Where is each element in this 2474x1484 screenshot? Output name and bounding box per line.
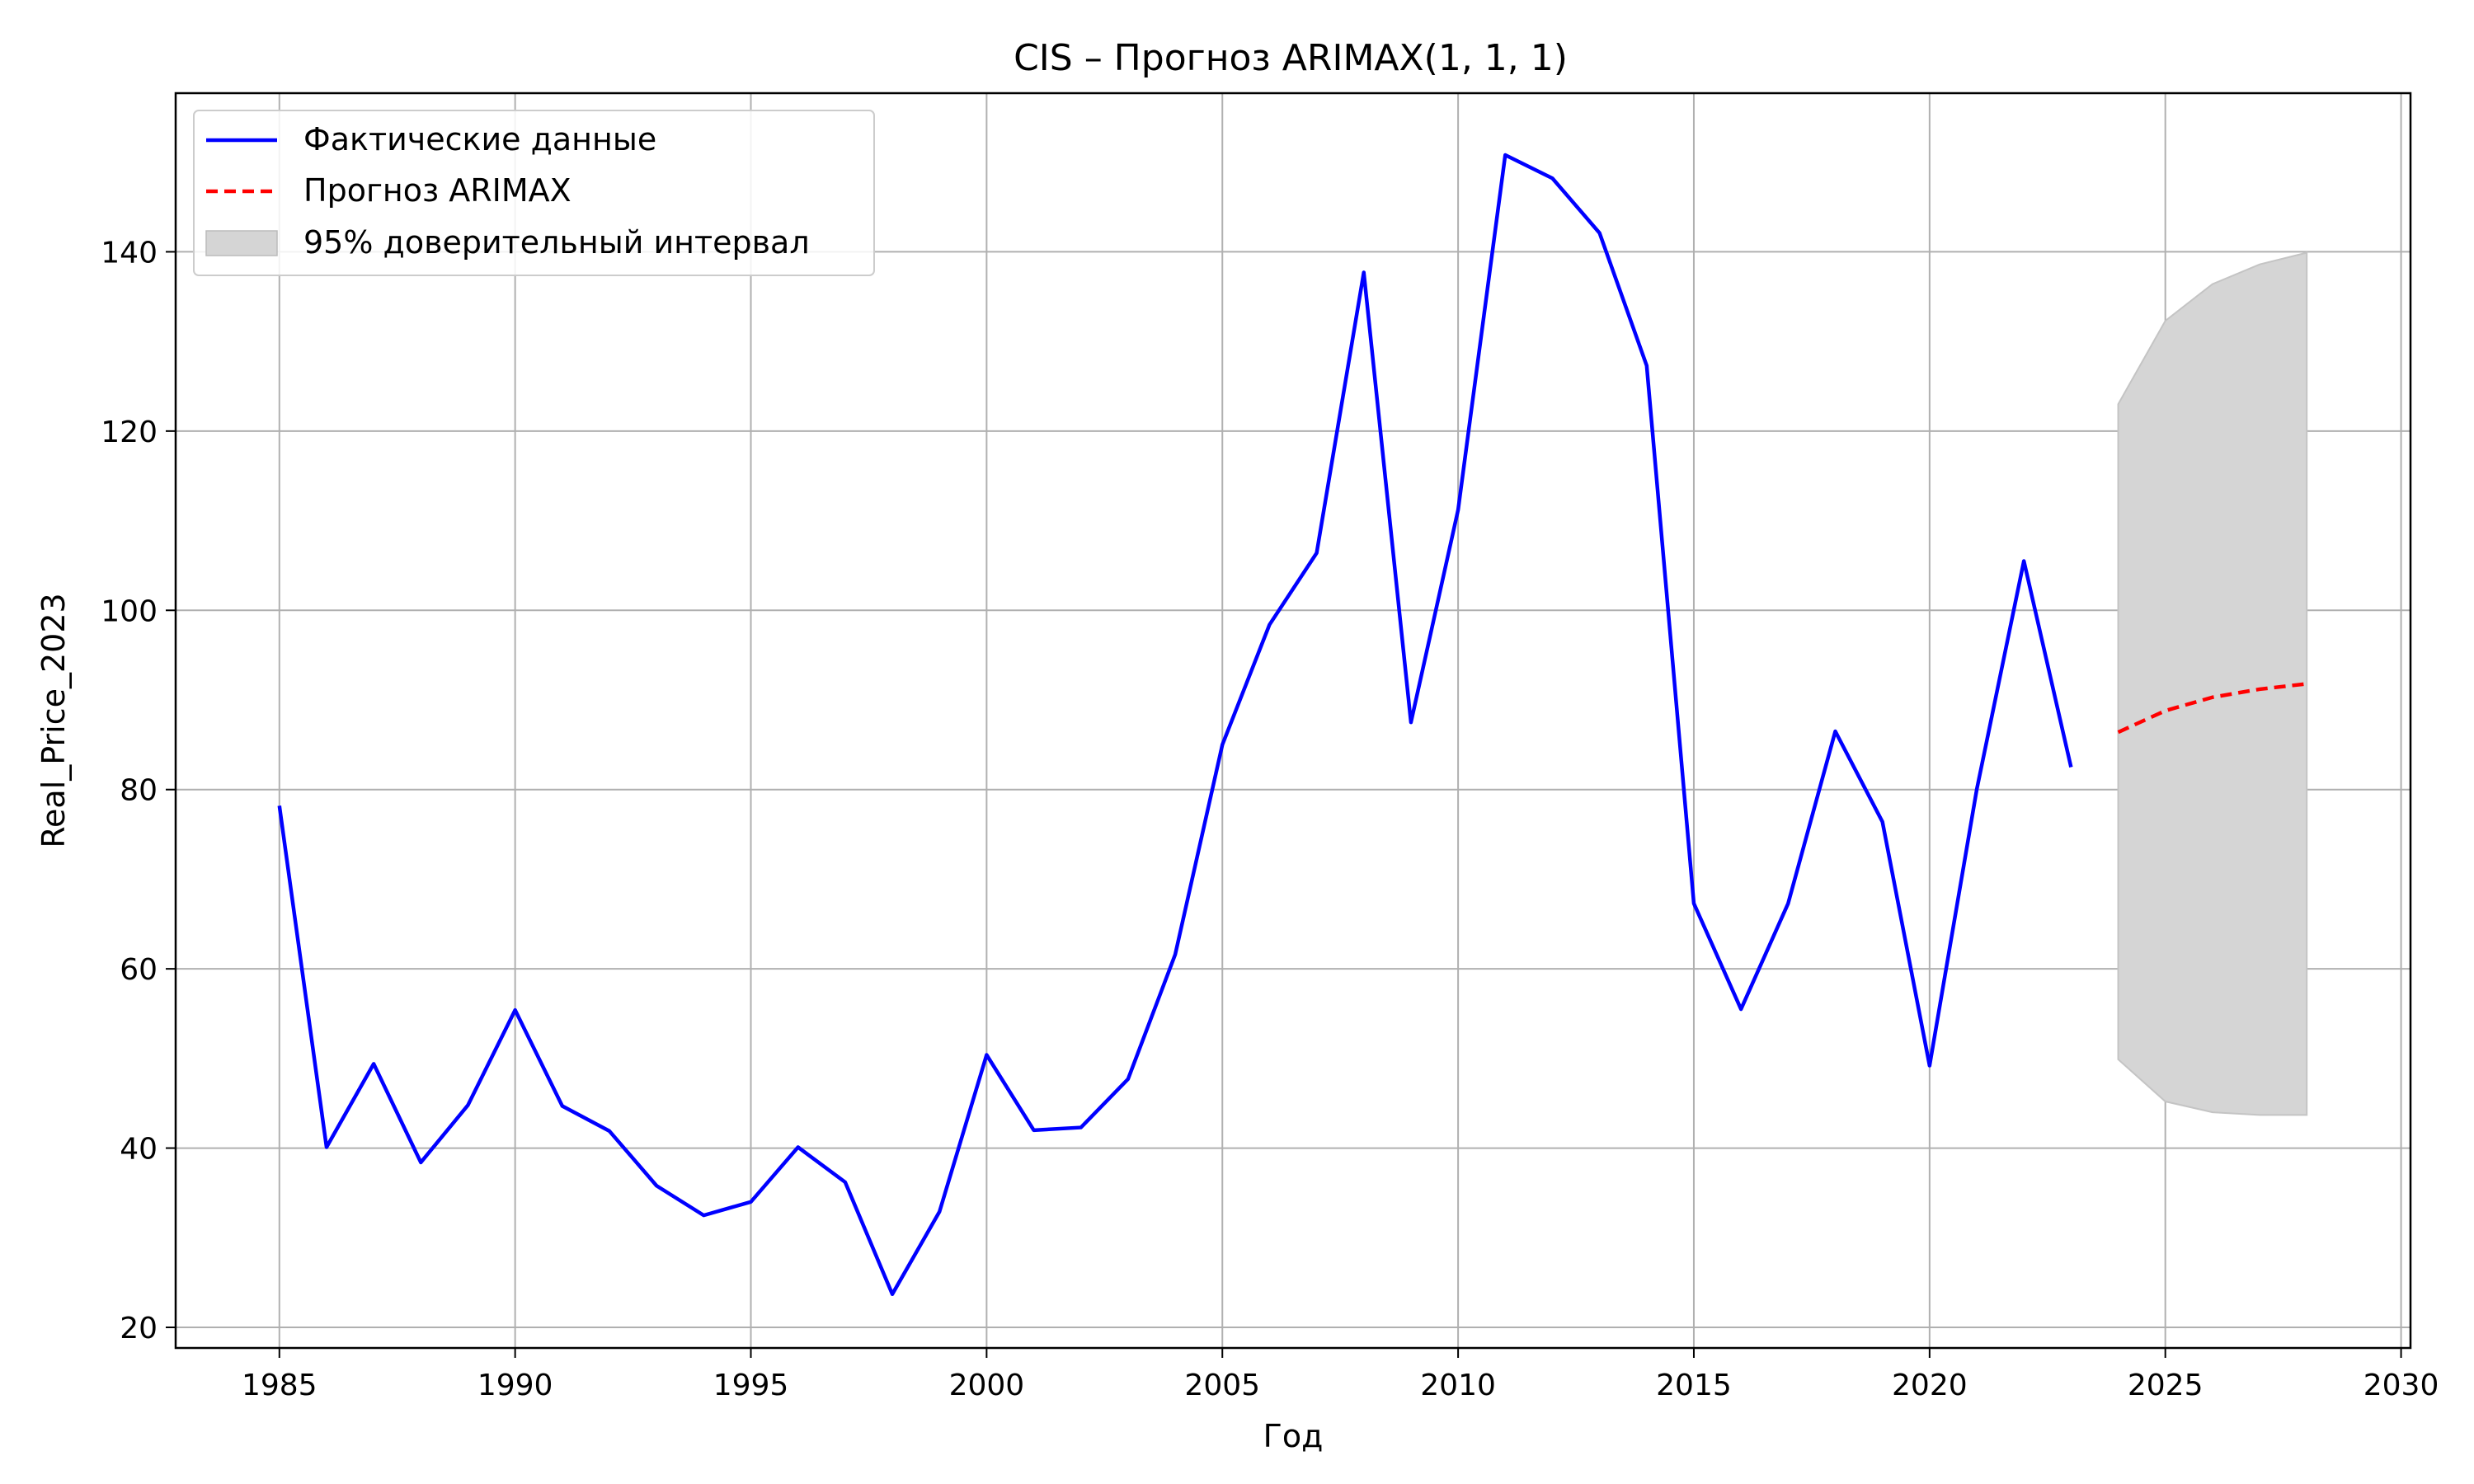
plot-frame (174, 92, 2412, 1350)
legend-box (193, 110, 875, 276)
x-tick-label: 1990 (477, 1369, 553, 1402)
series-layer (277, 153, 2307, 1297)
y-tick-label: 40 (120, 1133, 158, 1167)
series-forecast-line (2117, 682, 2307, 735)
interval-layer (2117, 251, 2308, 1116)
y-tick-label: 140 (101, 236, 158, 270)
y-axis-label: Real_Price_2023 (35, 593, 72, 848)
legend-label-forecast: Прогноз ARIMAX (303, 172, 571, 209)
x-tick-label: 2020 (1892, 1369, 1968, 1402)
x-tick-label: 2015 (1656, 1369, 1732, 1402)
legend-label-actual: Фактические данные (303, 121, 656, 157)
grid (176, 93, 2411, 1348)
ticks: 1985 1990 1995 2000 2005 2010 2015 2020 2025 2030… (101, 236, 2439, 1402)
confidence-interval-band (2117, 251, 2308, 1116)
x-tick-label: 2010 (1420, 1369, 1496, 1402)
x-tick-label: 2025 (2128, 1369, 2204, 1402)
y-tick-label: 120 (101, 416, 158, 449)
x-tick-label: 2000 (949, 1369, 1025, 1402)
y-tick-label: 80 (120, 774, 158, 808)
x-axis-label: Год (1263, 1418, 1324, 1454)
x-tick-label: 2005 (1184, 1369, 1260, 1402)
y-tick-label: 20 (120, 1312, 158, 1345)
legend: Фактические данные Прогноз ARIMAX 95% до… (193, 110, 875, 276)
x-tick-label: 2030 (2363, 1369, 2439, 1402)
chart-title: CIS – Прогноз ARIMAX(1, 1, 1) (1014, 37, 1568, 79)
legend-label-interval: 95% доверительный интервал (303, 224, 810, 261)
series-actual-line (277, 153, 2073, 1297)
x-tick-label: 1995 (713, 1369, 789, 1402)
y-tick-label: 100 (101, 594, 158, 628)
x-tick-label: 1985 (242, 1369, 317, 1402)
legend-swatch-interval (205, 230, 278, 256)
y-tick-label: 60 (120, 953, 158, 987)
